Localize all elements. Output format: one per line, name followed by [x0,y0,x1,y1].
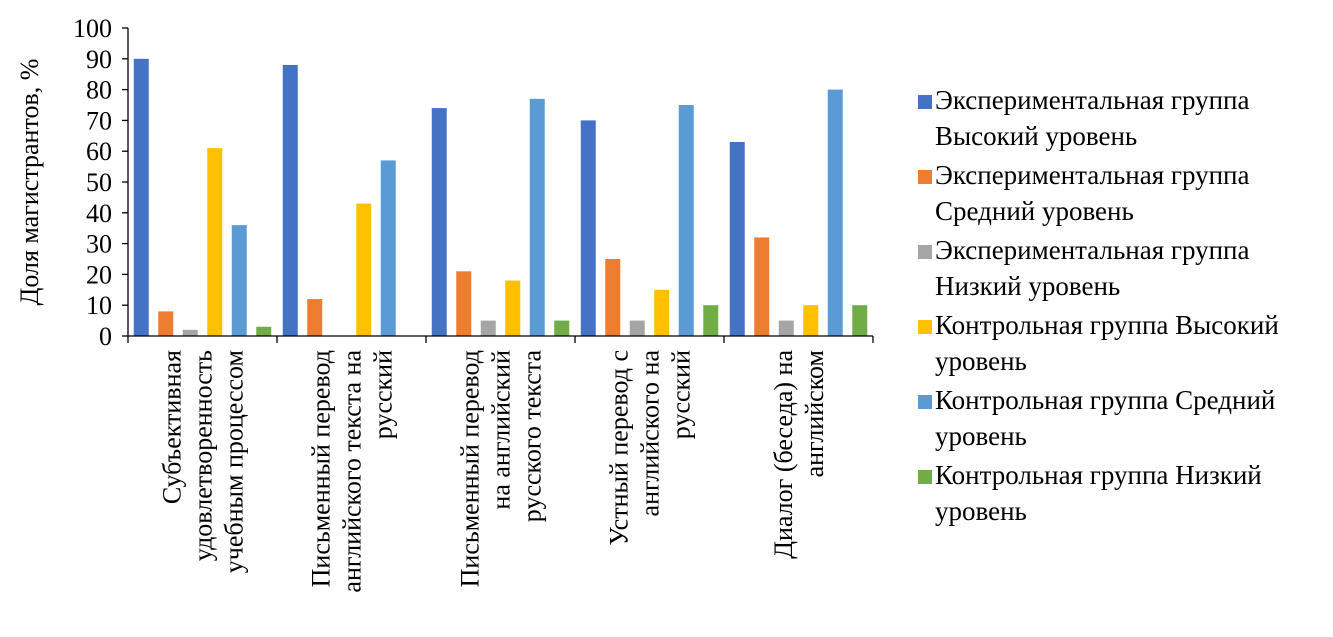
x-category-label: Субъективная удовлетворенность учебным про… [158,350,249,573]
legend-swatch [918,245,932,259]
y-tick-label: 60 [86,137,112,166]
bar [778,320,794,336]
y-axis-label: Доля магистрантов, % [15,59,44,306]
bar [852,305,868,336]
bar [158,311,174,336]
bar [554,320,570,336]
bar [629,320,645,336]
legend-item: Контрольная группа Средний уровень [918,382,1328,454]
bar [803,305,819,336]
x-axis: Субъективная удовлетворенность учебным про… [127,335,874,593]
y-tick-label: 30 [86,230,112,259]
legend-swatch [918,95,932,109]
x-tick-label: Письменный перевод [456,350,485,587]
bar [282,64,298,337]
bar [256,326,272,336]
bar [133,58,149,337]
legend-swatch [918,395,932,409]
legend-label: Контрольная группа Низкий уровень [935,460,1262,526]
bar [729,141,745,336]
x-tick-label: Субъективная [158,350,187,504]
x-category-label: Письменный перевод английского текста на р… [307,350,398,593]
legend-label: Экспериментальная группа Низкий уровень [935,235,1250,301]
legend-item: Экспериментальная группа Высокий уровень [918,82,1328,154]
bar [356,203,372,336]
x-tick-label: русский [369,350,398,439]
bar [703,305,719,336]
legend-swatch [918,470,932,484]
x-tick-label: Диалог (беседа) на [769,350,798,559]
bar [605,259,621,336]
legend-label: Контрольная группа Средний уровень [935,385,1276,451]
bar [505,280,521,336]
bar [480,320,496,336]
x-tick-label: на английский [487,350,516,510]
y-tick-label: 20 [86,260,112,289]
y-tick-label: 0 [99,322,112,351]
y-tick-label: 80 [86,76,112,105]
x-tick-label: удовлетворенность [189,350,218,561]
x-tick-label: русский [667,350,696,439]
x-tick-label: Устный перевод с [605,350,634,546]
x-tick-label: английского текста на [338,350,367,593]
x-tick-label: английского на [636,350,665,517]
legend-label: Контрольная группа Высокий уровень [935,310,1279,376]
bar [431,108,447,336]
bar [678,105,694,336]
x-category-label: Диалог (беседа) на английском [769,350,829,559]
legend-item: Контрольная группа Низкий уровень [918,457,1328,529]
x-tick-label: учебным процессом [220,350,249,573]
y-tick-label: 40 [86,199,112,228]
bar [580,120,596,337]
bar [529,98,545,336]
bar [231,225,247,336]
legend-item: Экспериментальная группа Низкий уровень [918,232,1328,304]
legend: Экспериментальная группа Высокий уровень… [918,82,1328,532]
x-category-label: Устный перевод с английского на русский [605,350,696,546]
legend-label: Экспериментальная группа Средний уровень [935,160,1250,226]
y-tick-label: 50 [86,168,112,197]
x-tick-label: Письменный перевод [307,350,336,587]
bars [133,58,868,337]
bar [380,160,396,336]
bar [207,148,223,336]
y-tick-label: 10 [86,291,112,320]
bar [182,329,198,336]
bar [827,89,843,336]
x-tick-label: английском [800,350,829,477]
bar [456,271,472,336]
legend-item: Контрольная группа Высокий уровень [918,307,1328,379]
bar [754,237,770,336]
legend-item: Экспериментальная группа Средний уровень [918,157,1328,229]
x-tick-label: русского текста [518,350,547,523]
y-tick-label: 100 [73,14,112,43]
bar [654,289,670,336]
bar [307,299,323,336]
x-category-label: Письменный перевод на английский русского … [456,350,547,588]
legend-swatch [918,320,932,334]
y-tick-label: 90 [86,45,112,74]
legend-label: Экспериментальная группа Высокий уровень [935,85,1250,151]
legend-swatch [918,170,932,184]
y-tick-label: 70 [86,106,112,135]
